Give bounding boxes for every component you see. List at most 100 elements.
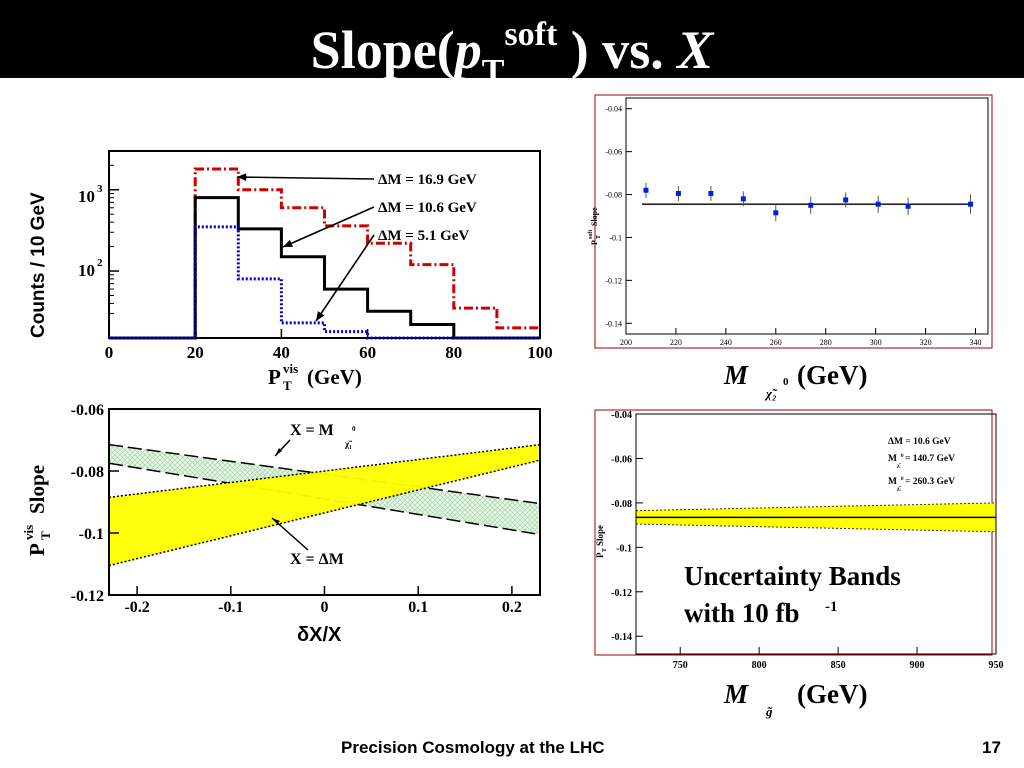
gluino-x-tick-label: 950 [989, 660, 1004, 671]
slope-vs-dx-x-axis-label: δX/X [297, 624, 342, 646]
dx-x-tick-label: -0.2 [124, 599, 149, 616]
svg-text:0: 0 [783, 376, 789, 388]
svg-text:Slope: Slope [595, 525, 605, 546]
histogram-series-0 [109, 167, 540, 340]
data-point [905, 203, 911, 209]
histogram-x-axis-label: P T vis (GeV) [268, 361, 362, 393]
svg-text:Slope: Slope [25, 465, 49, 514]
slope-vs-dx-y-axis-label: P T vis Slope [21, 465, 53, 556]
svg-text:(GeV): (GeV) [307, 365, 362, 389]
gluino-x-axis-label: M g̃ (GeV) [723, 679, 867, 719]
histogram-y-tick-sup-100: 2 [97, 257, 103, 269]
footer-text: Precision Cosmology at the LHC [341, 738, 605, 757]
svg-text:P: P [25, 543, 49, 556]
neutralino-chart-frame [625, 97, 989, 335]
legend-arrowhead-0 [237, 173, 247, 182]
arrow-delta-m-head [272, 518, 280, 524]
histogram-x-tick-label: 20 [187, 343, 204, 362]
histogram-x-tick-label: 40 [273, 343, 290, 362]
data-point [675, 190, 681, 196]
svg-text:Slope: Slope [590, 207, 599, 226]
svg-text:M: M [888, 477, 897, 487]
legend-entry-2: ΔM = 5.1 GeV [378, 228, 469, 244]
band-lower-edge-1 [108, 459, 541, 567]
svg-text:χ̃₁: χ̃₁ [344, 439, 352, 449]
svg-text:M: M [723, 679, 749, 709]
svg-text:0: 0 [352, 425, 356, 433]
histogram-x-tick-label: 100 [527, 343, 553, 362]
svg-text:vis: vis [283, 361, 298, 376]
dx-x-tick-label: 0.2 [502, 599, 522, 616]
svg-text:soft: soft [588, 230, 594, 239]
legend-entry-0: ΔM = 16.9 GeV [378, 172, 477, 188]
data-point [708, 190, 714, 196]
legend-arrowhead-1 [283, 239, 293, 247]
gluino-x-tick-label: 850 [831, 660, 846, 671]
svg-text:T: T [283, 378, 292, 393]
neutralino-y-tick-label: -0.06 [605, 148, 622, 157]
histogram-x-tick-label: 80 [445, 343, 462, 362]
page-number: 17 [982, 738, 1001, 757]
dx-y-tick-label: -0.06 [71, 402, 104, 419]
svg-text:P: P [595, 552, 605, 558]
svg-text:X = M: X = M [290, 422, 334, 439]
svg-text:= 140.7 GeV: = 140.7 GeV [905, 454, 955, 464]
gluino-y-tick-label: -0.08 [611, 499, 632, 510]
dx-x-tick-label: -0.1 [218, 599, 243, 616]
neutralino-x-tick-label: 200 [620, 338, 632, 347]
neutralino-x-tick-label: 260 [770, 338, 782, 347]
legend-arrow-0 [236, 176, 375, 180]
neutralino-x-axis-label: M χ̃₂ 0 (GeV) [723, 360, 867, 401]
gluino-x-tick-label: 750 [673, 660, 688, 671]
gluino-y-tick-label: -0.14 [611, 632, 632, 643]
dx-y-tick-label: -0.08 [71, 464, 104, 481]
svg-text:T: T [596, 235, 602, 239]
gluino-y-tick-label: -0.12 [611, 588, 632, 599]
svg-text:P: P [590, 240, 599, 245]
band-label-delta-m: X = ΔM [290, 551, 344, 568]
gluino-legend: ΔM = 10.6 GeV M χ̃₁ 0 = 140.7 GeV M χ̃₂ … [888, 437, 955, 492]
histogram-frame [108, 150, 541, 339]
gluino-band-lower [635, 523, 997, 533]
neutralino-x-tick-label: 320 [920, 338, 932, 347]
data-point [643, 187, 649, 193]
histogram-series-1 [109, 196, 540, 340]
histogram-y-axis-label: Counts / 10 GeV [28, 192, 49, 338]
svg-text:-1: -1 [825, 599, 838, 615]
dx-y-tick-label: -0.1 [79, 526, 104, 543]
neutralino-x-tick-label: 340 [970, 338, 982, 347]
svg-text:M: M [723, 360, 749, 390]
neutralino-x-tick-label: 280 [820, 338, 832, 347]
data-point [843, 197, 849, 203]
legend-arrow-2 [315, 234, 375, 322]
arrow-neutralino-head [275, 448, 282, 456]
gluino-x-tick-label: 800 [752, 660, 767, 671]
histogram-x-tick-label: 0 [105, 343, 114, 362]
svg-text:ΔM = 10.6 GeV: ΔM = 10.6 GeV [888, 437, 951, 447]
neutralino-y-axis-label: P T soft Slope [588, 207, 602, 245]
svg-text:(GeV): (GeV) [797, 679, 867, 709]
data-point [740, 196, 746, 202]
neutralino-y-tick-label: -0.04 [605, 105, 622, 114]
svg-text:with 10 fb: with 10 fb [684, 598, 800, 628]
histogram-y-tick-label-1000: 10 [78, 187, 95, 206]
arrow-delta-m-band [271, 517, 309, 551]
svg-text:(GeV): (GeV) [797, 360, 867, 390]
gluino-y-tick-label: -0.06 [611, 454, 632, 465]
neutralino-chart-border [594, 94, 993, 349]
svg-text:g̃: g̃ [765, 704, 773, 719]
data-point [808, 202, 814, 208]
band-label-neutralino: X = M χ̃₁ 0 [290, 422, 356, 449]
band-fill-1 [109, 444, 540, 566]
svg-text:T: T [602, 548, 608, 552]
data-point [875, 201, 881, 207]
svg-text:M: M [888, 454, 897, 464]
histogram-y-tick-label-100: 10 [78, 261, 95, 280]
band-upper-edge-1 [108, 443, 541, 499]
neutralino-x-tick-label: 220 [670, 338, 682, 347]
gluino-chart-frame [635, 413, 997, 655]
neutralino-y-tick-label: -0.14 [605, 319, 622, 328]
svg-text:χ̃₂: χ̃₂ [896, 487, 901, 492]
